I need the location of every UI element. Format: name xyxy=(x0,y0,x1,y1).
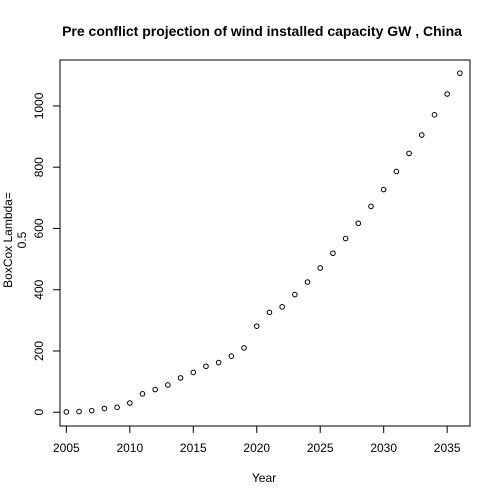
data-point xyxy=(228,353,235,359)
data-point xyxy=(330,250,336,257)
y-tick-label: 0 xyxy=(32,409,46,416)
x-axis-label: Year xyxy=(252,471,276,485)
data-points xyxy=(63,70,463,415)
data-point xyxy=(152,386,159,393)
data-point xyxy=(418,132,425,138)
x-axis: 2005 2010 2015 2020 2025 2030 2035 xyxy=(53,425,461,455)
data-point xyxy=(406,150,412,157)
y-tick-label: 200 xyxy=(32,341,46,361)
x-tick-label: 2035 xyxy=(434,441,461,455)
data-point xyxy=(380,186,387,193)
data-point xyxy=(177,375,184,381)
data-point xyxy=(165,382,171,388)
data-point xyxy=(279,304,285,310)
data-point xyxy=(101,405,108,412)
data-point xyxy=(127,400,133,406)
data-point xyxy=(114,404,120,411)
x-tick-label: 2010 xyxy=(116,441,143,455)
y-axis: 0 200 400 600 800 1000 xyxy=(32,92,61,416)
chart-title: Pre conflict projection of wind installe… xyxy=(62,23,462,39)
y-tick-label: 1000 xyxy=(32,92,46,119)
data-point xyxy=(203,363,209,370)
data-point xyxy=(215,359,222,366)
y-tick-label: 600 xyxy=(32,218,46,238)
y-tick-label: 800 xyxy=(32,157,46,177)
data-point xyxy=(431,112,438,118)
x-tick-label: 2030 xyxy=(370,441,397,455)
y-axis-label-line2: 0.5 xyxy=(15,231,29,248)
data-point xyxy=(457,70,463,76)
x-tick-label: 2020 xyxy=(243,441,270,455)
x-tick-label: 2025 xyxy=(307,441,334,455)
data-point xyxy=(355,220,362,227)
data-point xyxy=(139,391,146,397)
y-axis-label-line1: BoxCox Lambda= xyxy=(1,192,15,288)
data-point xyxy=(63,409,70,415)
plot-frame xyxy=(59,59,471,427)
data-point xyxy=(317,265,324,271)
data-point xyxy=(76,408,82,415)
data-point xyxy=(342,235,349,242)
data-point xyxy=(241,345,247,351)
data-point xyxy=(444,91,450,97)
data-point xyxy=(368,203,374,210)
data-point xyxy=(190,369,197,376)
data-point xyxy=(266,309,273,316)
data-point xyxy=(292,291,298,298)
data-point xyxy=(304,279,311,285)
y-tick-label: 400 xyxy=(32,279,46,299)
data-point xyxy=(88,407,95,414)
data-point xyxy=(253,323,260,329)
data-point xyxy=(393,168,400,175)
x-tick-label: 2005 xyxy=(53,441,80,455)
x-tick-label: 2015 xyxy=(180,441,207,455)
